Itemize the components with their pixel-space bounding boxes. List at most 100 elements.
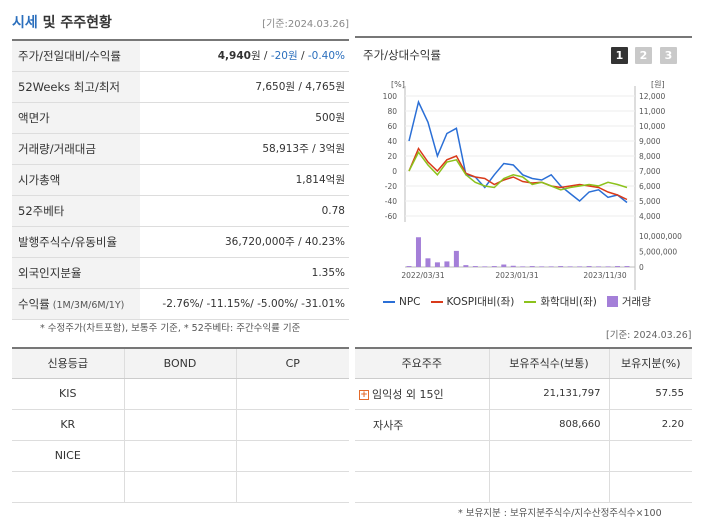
quote-value: -2.76%/ -11.15%/ -5.00%/ -31.01%	[162, 298, 345, 310]
holder-header: 보유주식수(보통)	[488, 348, 609, 379]
quote-value: 1.35%	[311, 267, 345, 279]
cp-cell	[235, 471, 349, 503]
major-shareholders-table: 주요주주 보유주식수(보통) 보유지분(%) + 임익성 외 15인 21,131…	[355, 347, 692, 503]
left-tick-label: 40	[387, 137, 397, 146]
credit-header: 신용등급	[12, 348, 124, 379]
table-row	[355, 471, 692, 503]
volume-bar	[415, 237, 421, 267]
quote-value: 4,940원 / -20원 / -0.40%	[217, 50, 345, 62]
x-tick-label: 2022/03/31	[401, 271, 444, 280]
right-tick-label: 11,000	[639, 107, 665, 116]
quote-row-volume: 거래량/거래대금 58,913주 / 3억원	[12, 134, 349, 165]
table-row: 자사주 808,660 2.20	[355, 409, 692, 441]
quote-row-foreign: 외국인지분율 1.35%	[12, 258, 349, 289]
quote-label: 수익률 (1M/3M/6M/1Y)	[12, 289, 140, 319]
quote-label: 주가/전일대비/수익률	[12, 41, 140, 71]
legend-npc[interactable]: NPC	[383, 294, 421, 309]
left-tick-label: -60	[385, 212, 397, 221]
right-tick-label: 7,000	[639, 167, 661, 176]
legend-chemical[interactable]: 화학대비(좌)	[524, 294, 597, 309]
volume-bar	[624, 266, 630, 267]
bond-cell	[123, 440, 236, 472]
legend-volume[interactable]: 거래량	[606, 294, 651, 309]
quote-value: 0.78	[321, 205, 345, 217]
right-tick-label: 12,000	[639, 92, 665, 101]
volume-bar	[491, 266, 497, 267]
quote-row-52weeks: 52Weeks 최고/최저 7,650원 / 4,765원	[12, 72, 349, 103]
legend-kospi[interactable]: KOSPI대비(좌)	[430, 294, 514, 309]
x-tick-label: 2023/01/31	[495, 271, 538, 280]
volume-bar	[444, 261, 450, 267]
right-tick-label: 9,000	[639, 137, 661, 146]
quote-label: 52Weeks 최고/최저	[12, 72, 140, 102]
series-line-npc	[408, 99, 628, 204]
table-row: NICE	[12, 440, 349, 472]
holder-header: 주요주주	[355, 348, 489, 379]
volume-bar	[577, 266, 583, 267]
volume-bar	[510, 265, 516, 267]
bond-cell	[123, 409, 236, 441]
table-row: + 임익성 외 15인 21,131,797 57.55	[355, 378, 692, 410]
left-tick-label: 0	[392, 167, 397, 176]
quote-value: 1,814억원	[295, 174, 345, 186]
volume-bar	[520, 266, 526, 267]
series-line-kospi	[408, 146, 628, 201]
holder-pct-cell: 57.55	[608, 378, 692, 410]
volume-bar	[425, 258, 431, 267]
volume-bar	[463, 265, 469, 267]
volume-bar	[558, 266, 564, 267]
x-tick-label: 2023/11/30	[583, 271, 626, 280]
volume-bar	[539, 266, 545, 267]
cp-cell	[235, 409, 349, 441]
quote-label: 발행주식수/유동비율	[12, 227, 140, 257]
left-tick-label: -20	[385, 182, 397, 191]
cp-cell	[235, 440, 349, 472]
series-line-chemical	[408, 150, 628, 191]
holder-shares-cell: 808,660	[488, 409, 609, 441]
right-tick-label: 10,000	[639, 122, 665, 131]
holder-pct-cell: 2.20	[608, 409, 692, 441]
volume-tick-label: 10,000,000	[639, 232, 682, 241]
quote-label: 52주베타	[12, 196, 140, 226]
expand-plus-icon[interactable]: +	[359, 389, 369, 400]
quote-label: 외국인지분율	[12, 258, 140, 288]
chart-tab-3[interactable]: 3	[660, 47, 677, 64]
table-row	[355, 440, 692, 472]
volume-bar	[596, 266, 602, 267]
holder-header: 보유지분(%)	[608, 348, 692, 379]
quote-row-shares: 발행주식수/유동비율 36,720,000주 / 40.23%	[12, 227, 349, 258]
left-tick-label: 100	[383, 92, 398, 101]
volume-bar	[548, 266, 554, 267]
chart-title: 주가/상대수익률	[363, 48, 441, 62]
left-axis-unit: [%]	[391, 80, 405, 89]
volume-bar	[501, 264, 507, 267]
chart-tab-2[interactable]: 2	[635, 47, 652, 64]
holder-name-cell[interactable]: + 임익성 외 15인	[355, 378, 489, 410]
right-tick-label: 5,000	[639, 197, 661, 206]
table-row: KR	[12, 409, 349, 441]
right-tick-label: 4,000	[639, 212, 661, 221]
holder-shares-cell: 21,131,797	[488, 378, 609, 410]
quote-row-returns: 수익률 (1M/3M/6M/1Y) -2.76%/ -11.15%/ -5.00…	[12, 289, 349, 320]
chart-tab-1[interactable]: 1	[611, 47, 628, 64]
right-tick-label: 8,000	[639, 152, 661, 161]
table-row: KIS	[12, 378, 349, 410]
volume-bar	[453, 250, 459, 267]
quote-row-par-value: 액면가 500원	[12, 103, 349, 134]
volume-bar	[482, 266, 488, 267]
volume-bar	[605, 266, 611, 267]
quote-label: 시가총액	[12, 165, 140, 195]
quote-label: 액면가	[12, 103, 140, 133]
volume-bar	[615, 266, 621, 267]
holder-footnote: * 보유지분 : 보유지분주식수/지수산정주식수×100	[458, 508, 662, 519]
section-title: 시세 및 주주현황	[12, 15, 112, 31]
agency-cell	[12, 471, 124, 503]
agency-cell: NICE	[12, 440, 124, 472]
quote-value: 500원	[315, 112, 345, 124]
volume-bar	[529, 266, 535, 267]
quote-row-market-cap: 시가총액 1,814억원	[12, 165, 349, 196]
volume-bar	[434, 262, 440, 267]
quote-table: 주가/전일대비/수익률 4,940원 / -20원 / -0.40% 52Wee…	[12, 39, 349, 320]
volume-bar	[472, 266, 478, 267]
volume-tick-label: 5,000,000	[639, 248, 677, 257]
